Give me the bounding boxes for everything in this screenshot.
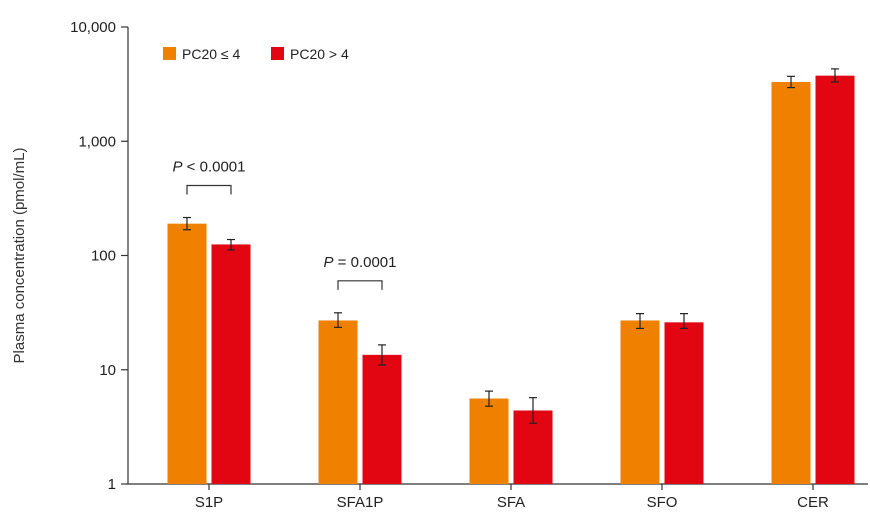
significance-bracket: P < 0.0001 <box>173 159 246 195</box>
x-tick-label: SFA1P <box>337 494 384 511</box>
error-bar <box>183 216 191 231</box>
error-bar <box>636 313 644 330</box>
legend-label: PC20 > 4 <box>290 46 349 62</box>
error-bar <box>334 312 342 328</box>
error-bar <box>227 238 235 251</box>
bar <box>469 398 509 484</box>
bars <box>167 75 855 485</box>
significance-bracket: P = 0.0001 <box>324 254 397 290</box>
y-axis: 1 10 100 1,000 10,000 <box>70 19 129 493</box>
significance-annotations: P < 0.0001 P = 0.0001 <box>173 159 397 290</box>
x-tick-label: S1P <box>195 494 223 511</box>
x-tick-label: CER <box>797 494 829 511</box>
error-bar <box>831 68 839 83</box>
legend-label: PC20 ≤ 4 <box>182 46 240 62</box>
error-bar <box>485 390 493 407</box>
error-bar <box>529 397 537 424</box>
y-axis-label: Plasma concentration (pmol/mL) <box>11 148 28 364</box>
y-tick-label: 10,000 <box>70 19 116 36</box>
bar <box>167 223 207 484</box>
y-tick-label: 1 <box>108 476 116 493</box>
x-axis: S1P SFA1P SFA SFO CER <box>128 483 868 511</box>
error-bar <box>680 313 688 330</box>
bar <box>362 354 402 484</box>
error-bars <box>183 68 839 424</box>
p-value-label: P = 0.0001 <box>324 254 397 271</box>
bar <box>771 82 811 485</box>
y-tick-label: 100 <box>91 248 116 265</box>
error-bar <box>787 75 795 89</box>
legend-item: PC20 > 4 <box>271 46 349 62</box>
y-tick-label: 1,000 <box>78 133 116 150</box>
x-tick-label: SFO <box>647 494 678 511</box>
legend: PC20 ≤ 4 PC20 > 4 <box>163 46 349 62</box>
error-bar <box>378 344 386 366</box>
bar <box>664 322 704 484</box>
bar <box>211 244 251 484</box>
legend-item: PC20 ≤ 4 <box>163 46 240 62</box>
bar <box>620 320 660 484</box>
p-value-label: P < 0.0001 <box>173 159 246 176</box>
legend-swatch <box>271 47 284 60</box>
bar <box>318 320 358 484</box>
x-tick-label: SFA <box>497 494 525 511</box>
y-tick-label: 10 <box>99 362 116 379</box>
legend-swatch <box>163 47 176 60</box>
bar <box>815 75 855 484</box>
